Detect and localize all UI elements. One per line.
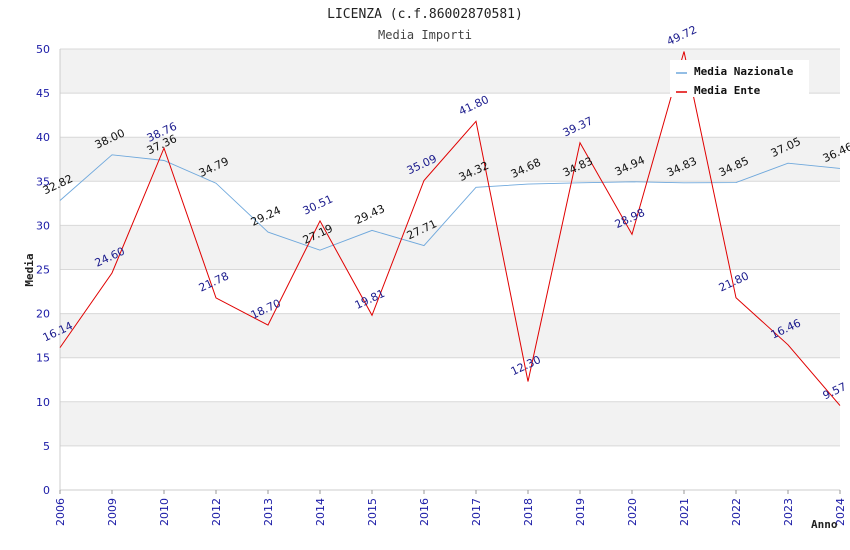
series-line-media-nazionale — [59, 154, 841, 251]
data-label-ente: 49.72 — [665, 23, 699, 48]
series-line-media-ente — [59, 51, 841, 406]
y-tick-label: 50 — [36, 43, 50, 56]
chart-title: LICENZA (c.f.86002870581) — [327, 7, 523, 22]
x-tick-label: 2019 — [574, 498, 587, 526]
x-tick-label: 2018 — [522, 498, 535, 526]
x-tick-label: 2013 — [262, 498, 275, 526]
x-tick-labels: 2006 2009 2010 2012 2013 2014 2015 2016 2017 2018… — [54, 498, 847, 526]
plot-band — [60, 93, 840, 138]
y-axis-label: Media — [23, 253, 36, 286]
legend-label-nazionale: Media Nazionale — [694, 65, 794, 78]
y-tick-label: 15 — [36, 352, 50, 365]
x-axis-label: Anno — [811, 518, 838, 531]
series-lines — [59, 51, 841, 406]
y-tick-label: 45 — [36, 87, 50, 100]
plot-band — [60, 445, 840, 490]
plot-band — [60, 357, 840, 402]
y-tick-label: 20 — [36, 308, 50, 321]
plot-band — [60, 225, 840, 270]
x-tick-label: 2009 — [106, 498, 119, 526]
y-tick-label: 40 — [36, 131, 50, 144]
y-tick-label: 25 — [36, 264, 50, 277]
legend-label-ente: Media Ente — [694, 84, 761, 97]
x-tick-label: 2010 — [158, 498, 171, 526]
x-tick-label: 2024 — [834, 498, 847, 526]
axes — [59, 49, 841, 494]
plot-band — [60, 181, 840, 226]
x-tick-label: 2022 — [730, 498, 743, 526]
y-tick-label: 10 — [36, 396, 50, 409]
y-tick-label: 30 — [36, 219, 50, 232]
plot-band — [60, 401, 840, 446]
x-tick-label: 2023 — [782, 498, 795, 526]
legend-box — [670, 60, 809, 97]
x-tick-label: 2015 — [366, 498, 379, 526]
x-tick-label: 2017 — [470, 498, 483, 526]
x-tick-label: 2014 — [314, 498, 327, 526]
y-tick-label: 0 — [43, 484, 50, 497]
plot-band — [60, 313, 840, 358]
y-tick-labels: 0 5 10 15 20 25 30 35 40 45 50 — [36, 43, 50, 497]
plot-bands — [60, 49, 840, 490]
x-tick-label: 2016 — [418, 498, 431, 526]
x-tick-label: 2021 — [678, 498, 691, 526]
y-tick-label: 5 — [43, 440, 50, 453]
plot-band — [60, 269, 840, 314]
x-tick-label: 2012 — [210, 498, 223, 526]
x-tick-label: 2006 — [54, 498, 67, 526]
y-tick-label: 35 — [36, 175, 50, 188]
legend: Media Nazionale Media Ente — [670, 60, 809, 97]
x-tick-label: 2020 — [626, 498, 639, 526]
chart-subtitle: Media Importi — [378, 28, 472, 42]
